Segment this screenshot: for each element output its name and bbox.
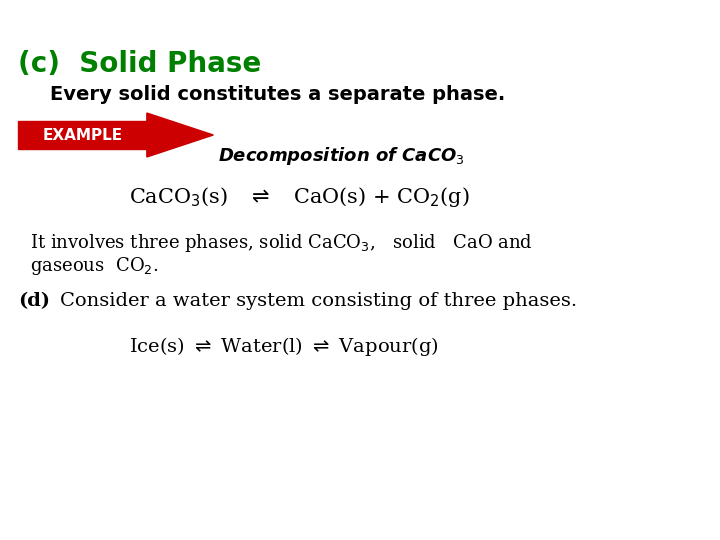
Text: Consider a water system consisting of three phases.: Consider a water system consisting of th… xyxy=(60,292,577,310)
Text: (c)  Solid Phase: (c) Solid Phase xyxy=(18,50,261,78)
Text: (d): (d) xyxy=(18,292,50,310)
FancyBboxPatch shape xyxy=(18,121,147,149)
Text: EXAMPLE: EXAMPLE xyxy=(42,127,122,143)
Text: It involves three phases, solid CaCO$_3$,   solid   CaO and: It involves three phases, solid CaCO$_3$… xyxy=(30,232,533,254)
Text: Every solid constitutes a separate phase.: Every solid constitutes a separate phase… xyxy=(50,85,505,104)
Text: CaCO$_3$(s)   $\rightleftharpoons$   CaO(s) + CO$_2$(g): CaCO$_3$(s) $\rightleftharpoons$ CaO(s) … xyxy=(129,185,469,209)
Text: Decomposition of CaCO$_3$: Decomposition of CaCO$_3$ xyxy=(218,145,465,167)
Text: Ice(s) $\rightleftharpoons$ Water(l) $\rightleftharpoons$ Vapour(g): Ice(s) $\rightleftharpoons$ Water(l) $\r… xyxy=(129,335,438,358)
Polygon shape xyxy=(147,113,213,157)
Text: gaseous  CO$_2$.: gaseous CO$_2$. xyxy=(30,255,158,277)
